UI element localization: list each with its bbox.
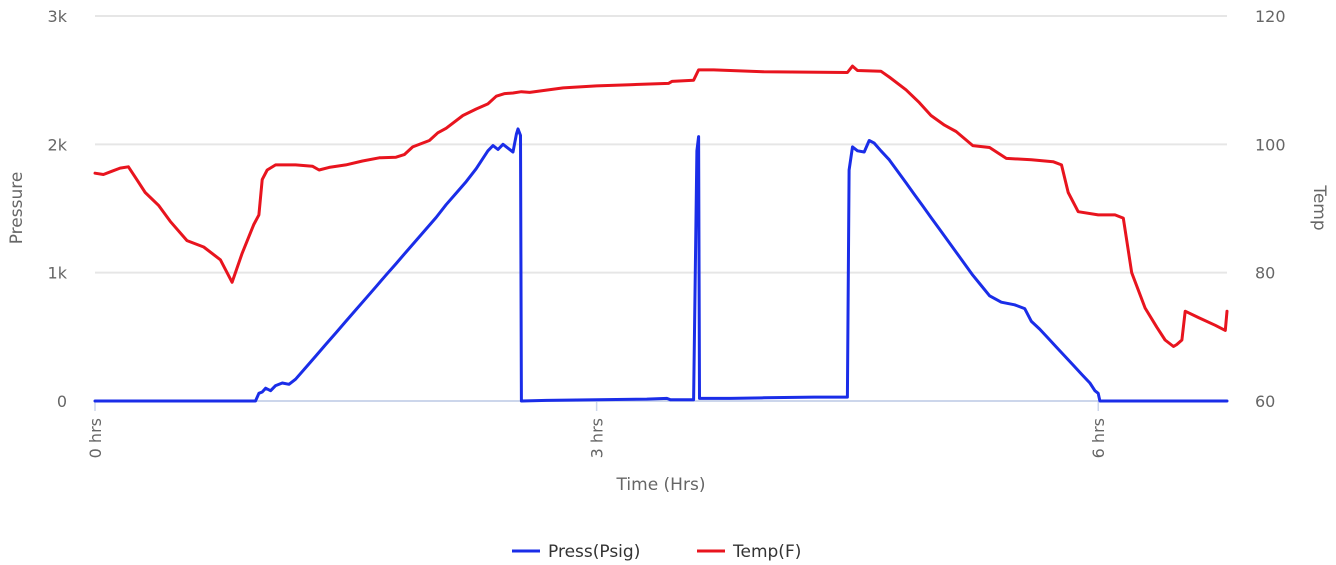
pressure-series-line bbox=[93, 127, 1229, 403]
series-group bbox=[93, 64, 1229, 403]
y-axis-right: 60 80 100 120 bbox=[1255, 7, 1286, 411]
y-axis-left-title: Pressure bbox=[7, 172, 27, 245]
y-left-tick-label: 0 bbox=[57, 392, 67, 411]
x-axis: 0 hrs 3 hrs 6 hrs bbox=[86, 401, 1108, 458]
legend-item-temp[interactable]: Temp(F) bbox=[697, 542, 801, 562]
x-axis-title: Time (Hrs) bbox=[616, 475, 706, 495]
y-left-tick-label: 1k bbox=[48, 264, 68, 283]
y-left-tick-label: 2k bbox=[48, 135, 68, 154]
x-tick-label: 0 hrs bbox=[86, 418, 105, 458]
grid-lines bbox=[95, 15, 1227, 402]
y-right-tick-label: 100 bbox=[1255, 135, 1286, 154]
y-right-tick-label: 120 bbox=[1255, 7, 1286, 26]
y-axis-left: 0 1k 2k 3k bbox=[48, 7, 68, 411]
y-right-tick-label: 60 bbox=[1255, 392, 1275, 411]
legend-label-temp: Temp(F) bbox=[732, 542, 801, 562]
x-tick-label: 6 hrs bbox=[1089, 418, 1108, 458]
y-right-tick-label: 80 bbox=[1255, 264, 1275, 283]
x-tick-label: 3 hrs bbox=[588, 418, 607, 458]
y-left-tick-label: 3k bbox=[48, 7, 68, 26]
y-axis-right-title: Temp bbox=[1309, 184, 1329, 230]
legend: Press(Psig) Temp(F) bbox=[512, 542, 801, 562]
legend-item-pressure[interactable]: Press(Psig) bbox=[512, 542, 640, 562]
temp-series-line bbox=[93, 64, 1229, 348]
legend-label-pressure: Press(Psig) bbox=[548, 542, 640, 562]
